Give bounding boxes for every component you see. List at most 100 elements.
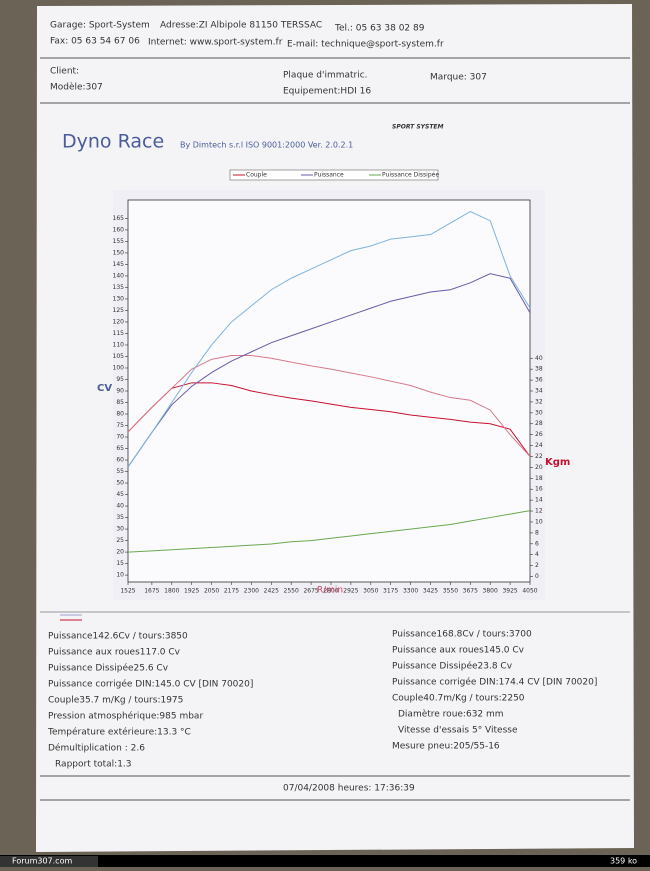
series-line [127, 382, 531, 457]
y2-axis-label: Kgm [545, 457, 570, 468]
x-tick-label: 3175 [383, 588, 398, 595]
y-tick-label: 115 [113, 330, 125, 337]
result: Puissance corrigée DIN:145.0 CV [DIN 700… [48, 679, 253, 690]
y-tick-label: 160 [113, 226, 125, 233]
x-tick-label: 1675 [144, 588, 159, 595]
result: Puissance142.6Cv / tours:3850 [48, 632, 188, 642]
y-tick-label: 15 [116, 560, 124, 567]
header-text: Garage: Sport-System [50, 21, 150, 31]
y2-tick-label: 38 [535, 366, 543, 373]
result: Couple40.7m/Kg / tours:2250 [392, 694, 525, 704]
y2-tick-label: 18 [535, 475, 543, 482]
y2-tick-label: 6 [535, 540, 539, 547]
report-title: Dyno Race [62, 131, 164, 153]
result: Puissance Dissipée23.8 Cv [392, 661, 513, 672]
legend-label: Puissance Dissipée [382, 172, 439, 179]
result: Vitesse d'essais 5° Vitesse [398, 726, 518, 736]
result: Mesure pneu:205/55-16 [392, 742, 500, 752]
y2-tick-label: 20 [535, 464, 543, 471]
header-text: E-mail: technique@sport-system.fr [287, 40, 444, 50]
x-tick-label: 1525 [120, 588, 135, 595]
y2-tick-label: 12 [535, 508, 543, 515]
x-tick-label: 3800 [483, 588, 498, 595]
y-tick-label: 25 [116, 537, 124, 544]
y-tick-label: 55 [116, 468, 124, 475]
x-tick-label: 2050 [204, 588, 219, 595]
x-tick-label: 2800 [323, 588, 338, 595]
result: Puissance168.8Cv / tours:3700 [392, 630, 532, 640]
y-tick-label: 85 [116, 399, 124, 406]
series-line [127, 510, 531, 553]
x-tick-label: 2300 [244, 588, 259, 595]
y2-tick-label: 22 [535, 453, 543, 460]
client-text: Client: [50, 67, 79, 77]
y2-tick-label: 4 [535, 551, 539, 558]
watermark-tab [0, 856, 98, 867]
y-tick-label: 70 [116, 434, 124, 441]
x-tick-label: 1800 [164, 588, 179, 595]
client-text: Plaque d'immatric. [283, 71, 368, 81]
header-text: Tel.: 05 63 38 02 89 [334, 24, 425, 34]
y-tick-label: 75 [116, 422, 124, 429]
y2-tick-label: 2 [535, 562, 539, 569]
result: Puissance corrigée DIN:174.4 CV [DIN 700… [392, 677, 597, 688]
series-line [127, 355, 531, 457]
y-tick-label: 40 [116, 503, 124, 510]
header-text: Adresse:ZI Albipole 81150 TERSSAC [160, 21, 322, 31]
y2-tick-label: 24 [535, 442, 543, 449]
x-tick-label: 2550 [284, 588, 299, 595]
logo: SPORT SYSTEM [392, 124, 444, 131]
series-line [127, 273, 531, 468]
result: Température extérieure:13.3 °C [47, 727, 191, 738]
result: Puissance aux roues117.0 Cv [48, 648, 181, 658]
y-tick-label: 65 [116, 445, 124, 452]
y2-tick-label: 32 [535, 398, 543, 405]
x-axis-label: R/min [317, 586, 343, 596]
y-tick-label: 165 [113, 215, 125, 222]
y2-tick-label: 0 [535, 573, 539, 580]
legend-label: Couple [246, 172, 267, 179]
y2-tick-label: 8 [535, 529, 539, 536]
y-tick-label: 150 [113, 249, 125, 256]
y2-tick-label: 30 [535, 409, 543, 416]
header-text: Internet: www.sport-system.fr [148, 38, 283, 48]
footer-text: 07/04/2008 heures: 17:36:39 [283, 784, 415, 794]
x-tick-label: 3925 [502, 588, 517, 595]
legend-label: Puissance [314, 172, 344, 179]
x-tick-label: 3300 [403, 588, 418, 595]
y-tick-label: 135 [113, 284, 125, 291]
x-tick-label: 3675 [463, 588, 478, 595]
client-text: Equipement:HDI 16 [283, 87, 371, 97]
x-tick-label: 1925 [184, 588, 199, 595]
x-tick-label: 3425 [423, 588, 438, 595]
x-tick-label: 3050 [363, 588, 378, 595]
plot-area [127, 199, 531, 583]
y-tick-label: 125 [113, 307, 125, 314]
result: Rapport total:1.3 [55, 760, 132, 770]
y-tick-label: 100 [113, 364, 125, 371]
x-tick-label: 3550 [443, 588, 458, 595]
x-tick-label: 4050 [522, 588, 537, 595]
y2-tick-label: 26 [535, 431, 543, 438]
y-tick-label: 120 [113, 318, 125, 325]
y-tick-label: 130 [113, 295, 125, 302]
client-text: Modèle:307 [50, 82, 103, 93]
result: Démultiplication : 2.6 [48, 743, 145, 754]
y2-tick-label: 34 [535, 388, 543, 395]
y-axis-label: CV [97, 383, 112, 394]
watermark: 359 ko [610, 857, 637, 866]
report-subtitle: By Dimtech s.r.l ISO 9001:2000 Ver. 2.0.… [180, 141, 353, 150]
y-tick-label: 155 [113, 238, 125, 245]
y2-tick-label: 10 [535, 518, 543, 525]
y-tick-label: 110 [113, 341, 125, 348]
y-tick-label: 60 [116, 457, 124, 464]
y-tick-label: 90 [116, 388, 124, 395]
y-tick-label: 105 [113, 353, 125, 360]
series-line [127, 210, 531, 468]
y-tick-label: 20 [116, 549, 124, 556]
result: Pression atmosphérique:985 mbar [48, 711, 203, 722]
x-tick-label: 2675 [303, 588, 318, 595]
y-tick-label: 140 [113, 272, 125, 279]
